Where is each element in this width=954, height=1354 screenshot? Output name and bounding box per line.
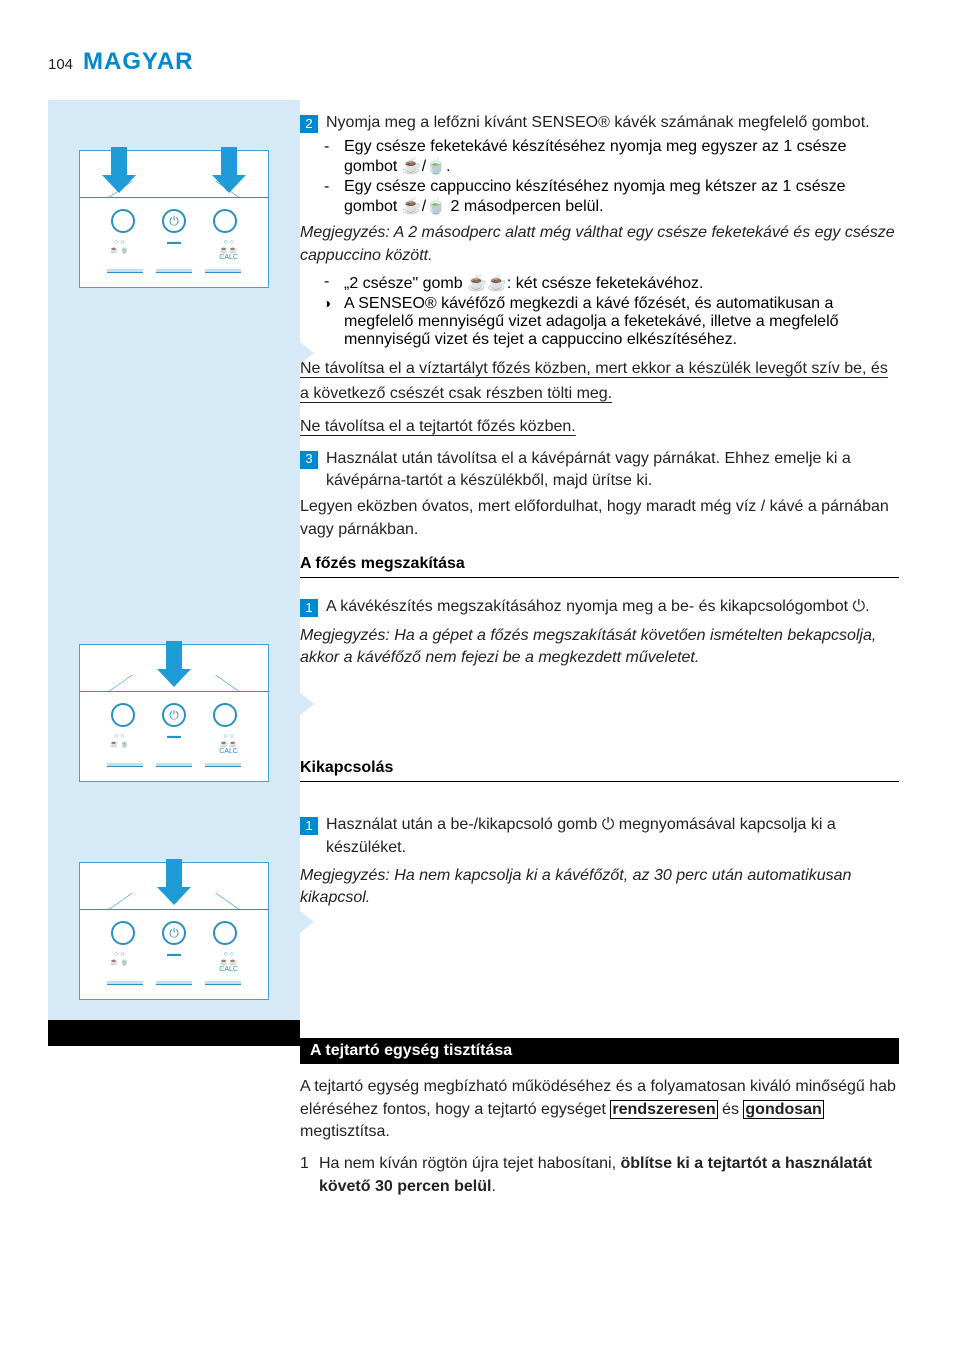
note-text: Megjegyzés: Ha a gépet a főzés megszakít… — [300, 625, 899, 670]
note-text: Megjegyzés: A 2 másodperc alatt még vált… — [300, 222, 899, 267]
cup2-button-icon — [213, 209, 237, 233]
page-number: 104 — [48, 56, 73, 73]
warning-text: Ne távolítsa el a tejtartót főzés közben… — [300, 415, 899, 440]
step-number-badge: 1 — [300, 599, 318, 617]
body-text: Legyen eközben óvatos, mert előfordulhat… — [300, 496, 899, 541]
pointer-icon — [300, 342, 314, 364]
section-2: ○ ○☕ 🍵▬▬○ ○☕☕ CALC 1 A kávékészítés megs… — [48, 584, 899, 802]
boxed-word: rendszeresen — [610, 1100, 717, 1119]
list-item: ◗A SENSEO® kávéfőző megkezdi a kávé főzé… — [324, 295, 899, 349]
subheading: Kikapcsolás — [300, 759, 899, 782]
subheading: A főzés megszakítása — [300, 555, 899, 578]
step-text: Használat után a be-/kikapcsoló gomb ⏻ m… — [326, 814, 899, 859]
language-title: MAGYAR — [83, 48, 193, 76]
cup1-button-icon — [111, 703, 135, 727]
illustration-center-arrow: ○ ○☕ 🍵▬▬○ ○☕☕ CALC — [48, 584, 300, 802]
section-3: ○ ○☕ 🍵▬▬○ ○☕☕ CALC 1 Használat után a be… — [48, 802, 899, 1020]
device-panel: ○ ○☕ 🍵▬▬○ ○☕☕ CALC — [79, 644, 269, 782]
illustration-two-arrows: ○ ○☕ 🍵▬▬○ ○☕☕ CALC — [48, 100, 300, 584]
cup1-button-icon — [111, 921, 135, 945]
pointer-icon — [300, 693, 314, 715]
pointer-icon — [300, 911, 314, 933]
power-button-icon — [162, 209, 186, 233]
step-text: Nyomja meg a lefőzni kívánt SENSEO® kávé… — [326, 112, 899, 134]
cup2-button-icon — [213, 703, 237, 727]
list-item: -„2 csésze" gomb ☕☕: két csésze feketeká… — [324, 273, 899, 293]
cup1-button-icon — [111, 209, 135, 233]
page-header: 104 MAGYAR — [48, 48, 899, 76]
step-number-badge: 2 — [300, 115, 318, 133]
cup2-button-icon — [213, 921, 237, 945]
note-text: Megjegyzés: Ha nem kapcsolja ki a kávéfő… — [300, 865, 899, 910]
arrow-down-icon — [157, 641, 191, 691]
page: 104 MAGYAR ○ ○☕ 🍵▬▬○ ○☕☕ CALC — [0, 0, 954, 1238]
device-panel: ○ ○☕ 🍵▬▬○ ○☕☕ CALC — [79, 150, 269, 288]
section-1: ○ ○☕ 🍵▬▬○ ○☕☕ CALC 2 Nyomja meg a lefőzn… — [48, 100, 899, 584]
step-number-badge: 1 — [300, 817, 318, 835]
section-4: A tejtartó egység megbízható működéséhez… — [48, 1072, 899, 1208]
boxed-word: gondosan — [743, 1100, 823, 1119]
power-button-icon — [162, 703, 186, 727]
body-text: A tejtartó egység megbízható működéséhez… — [300, 1076, 899, 1143]
arrow-down-icon — [157, 859, 191, 909]
warning-text: Ne távolítsa el a víztartályt főzés közb… — [300, 357, 899, 407]
step-3: 3 Használat után távolítsa el a kávépárn… — [300, 448, 899, 493]
step-2: 2 Nyomja meg a lefőzni kívánt SENSEO® ká… — [300, 112, 899, 134]
list-item: -Egy csésze cappuccino készítéséhez nyom… — [324, 178, 899, 216]
step-number-badge: 3 — [300, 451, 318, 469]
step-1: 1 A kávékészítés megszakításához nyomja … — [300, 596, 899, 618]
section-title-bar: A tejtartó egység tisztítása — [300, 1038, 899, 1064]
numbered-item: 1 Ha nem kíván rögtön újra tejet habosít… — [300, 1153, 899, 1198]
step-1: 1 Használat után a be-/kikapcsoló gomb ⏻… — [300, 814, 899, 859]
list-item: -Egy csésze feketekávé készítéséhez nyom… — [324, 138, 899, 176]
power-button-icon — [162, 921, 186, 945]
section-bar-row: A tejtartó egység tisztítása — [48, 1020, 899, 1072]
device-panel: ○ ○☕ 🍵▬▬○ ○☕☕ CALC — [79, 862, 269, 1000]
illustration-center-arrow: ○ ○☕ 🍵▬▬○ ○☕☕ CALC — [48, 802, 300, 1020]
step-text: A kávékészítés megszakításához nyomja me… — [326, 596, 899, 618]
step-text: Használat után távolítsa el a kávépárnát… — [326, 448, 899, 493]
